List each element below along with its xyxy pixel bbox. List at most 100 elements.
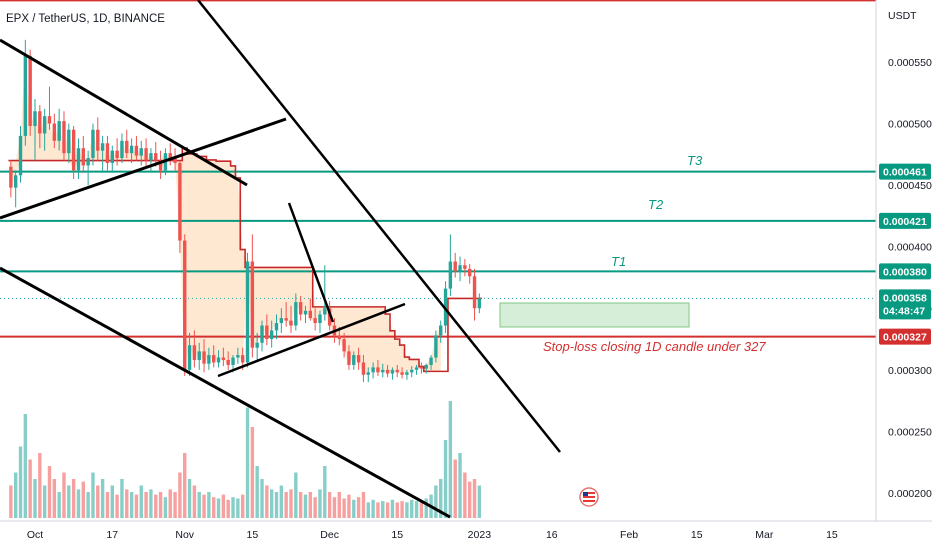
volume-bar [158, 492, 163, 518]
volume-bar [376, 502, 380, 518]
candle [110, 145, 114, 173]
candle [458, 256, 462, 282]
volume-bar [390, 499, 395, 518]
candle [207, 347, 211, 370]
trendline-down-long [197, 0, 561, 453]
candle [28, 49, 32, 136]
volume-bar [245, 407, 250, 518]
trendline-support-right [217, 302, 406, 378]
price-tick-label: 0.000300 [888, 365, 932, 377]
candlesticks [9, 39, 482, 383]
candle [323, 265, 327, 321]
volume-bar [269, 489, 274, 518]
candle [274, 314, 279, 340]
candle [23, 39, 28, 146]
candle [298, 295, 303, 321]
time-tick-label: 16 [546, 529, 558, 541]
volume-bar [255, 466, 259, 518]
flag-icon[interactable] [579, 487, 599, 507]
volume-bar [419, 502, 424, 518]
candle [395, 364, 399, 378]
time-tick-label: Feb [620, 529, 638, 541]
volume-bar [207, 492, 211, 518]
volume-bar [453, 459, 457, 518]
volume-bar [81, 481, 85, 518]
price-scale-currency: USDT [888, 10, 917, 22]
tag-stop: 0.000327 [883, 332, 927, 344]
candle [115, 138, 119, 166]
candle [86, 150, 90, 186]
volume-bar [96, 485, 100, 518]
candle [149, 148, 153, 173]
volume-bar [443, 440, 448, 518]
tag-t1-bg [879, 263, 931, 280]
price-tick-label: 0.000550 [888, 57, 932, 69]
volume-bar [42, 485, 47, 518]
candle [313, 308, 317, 331]
candle [67, 123, 71, 163]
trendline-support-left [0, 117, 287, 220]
volume-bar [458, 453, 462, 518]
volume-bar [115, 494, 119, 518]
candle [294, 293, 298, 331]
volume-bar [463, 472, 467, 518]
candle [18, 126, 23, 183]
tag-t3: 0.000461 [883, 167, 927, 179]
candle [477, 293, 482, 314]
candle [221, 347, 226, 367]
tag-t2-bg [879, 212, 931, 229]
candle [139, 140, 143, 166]
volume-bar [168, 489, 172, 518]
price-tags: 0.000461 0.000421 0.000380 0.000327 0.000358… [879, 163, 931, 345]
candle [269, 320, 274, 348]
candle [356, 347, 361, 370]
candle [62, 111, 66, 161]
volume-bar [67, 485, 71, 518]
trailing-stop-path [8, 147, 482, 373]
volume-bar [216, 498, 221, 518]
trendlines [0, 0, 561, 519]
candle [120, 133, 124, 163]
candle [226, 351, 230, 370]
candle [192, 330, 197, 368]
time-tick-label: Nov [175, 529, 194, 541]
trendline-lower-channel [0, 266, 451, 519]
candle [279, 308, 284, 333]
target-label-t3: T3 [687, 153, 703, 168]
time-axis-bg[interactable] [0, 521, 932, 550]
candle [381, 363, 385, 378]
candle [144, 138, 148, 168]
candle [178, 160, 182, 253]
volume-bar [110, 485, 114, 518]
candle [347, 345, 351, 370]
symbol-header: EPX / TetherUS, 1D, BINANCE [6, 13, 165, 25]
volume-bar [129, 492, 134, 518]
candle [134, 135, 139, 161]
candle [76, 138, 81, 179]
price-tick-label: 0.000250 [888, 426, 932, 438]
stop-loss-note: Stop-loss closing 1D candle under 327 [543, 339, 766, 354]
candle [38, 105, 42, 149]
volume-bar [477, 485, 482, 518]
volume-bar [23, 414, 28, 518]
volume-bar [366, 502, 370, 518]
time-tick-label: 15 [826, 529, 838, 541]
candle [187, 332, 192, 377]
volume-bar [468, 481, 472, 518]
candle [158, 150, 163, 179]
volume-bar [274, 492, 279, 518]
candle [424, 363, 428, 374]
volume-bar [410, 499, 414, 518]
time-tick-label: Dec [320, 529, 339, 541]
volume-bar [361, 492, 366, 518]
volume-bar [236, 498, 240, 518]
entry-zone-box [499, 302, 690, 328]
candle [71, 126, 76, 179]
price-scale-bg[interactable] [876, 0, 932, 521]
volume-bar [163, 497, 168, 518]
candle [439, 320, 443, 343]
time-tick-label: 2023 [468, 529, 492, 541]
volume-bar [332, 497, 337, 518]
candle [308, 298, 313, 321]
